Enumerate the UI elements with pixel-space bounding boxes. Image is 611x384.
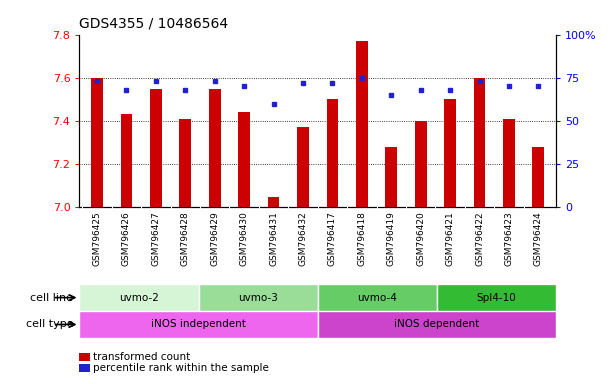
Text: transformed count: transformed count — [93, 352, 191, 362]
Text: GSM796429: GSM796429 — [210, 211, 219, 266]
Text: cell line: cell line — [31, 293, 73, 303]
Bar — [532, 147, 544, 207]
Bar — [268, 197, 279, 207]
Text: GSM796423: GSM796423 — [505, 211, 513, 266]
Bar — [415, 121, 426, 207]
Bar — [91, 78, 103, 207]
Text: GSM796420: GSM796420 — [416, 211, 425, 266]
Text: GSM796431: GSM796431 — [269, 211, 278, 266]
Text: uvmo-2: uvmo-2 — [119, 293, 159, 303]
Text: cell type: cell type — [26, 319, 73, 329]
Bar — [386, 147, 397, 207]
Text: uvmo-3: uvmo-3 — [238, 293, 278, 303]
Bar — [180, 119, 191, 207]
Text: uvmo-4: uvmo-4 — [357, 293, 397, 303]
Bar — [503, 119, 515, 207]
Bar — [79, 284, 199, 311]
Text: iNOS independent: iNOS independent — [151, 319, 246, 329]
Text: GSM796426: GSM796426 — [122, 211, 131, 266]
Bar — [356, 41, 368, 207]
Bar — [318, 311, 556, 338]
Bar — [150, 89, 162, 207]
Text: GSM796425: GSM796425 — [93, 211, 101, 266]
Text: GSM796427: GSM796427 — [152, 211, 161, 266]
Bar — [437, 284, 556, 311]
Bar — [444, 99, 456, 207]
Text: GSM796424: GSM796424 — [534, 211, 543, 266]
Text: GSM796430: GSM796430 — [240, 211, 249, 266]
Text: Spl4-10: Spl4-10 — [477, 293, 516, 303]
Text: GSM796428: GSM796428 — [181, 211, 190, 266]
Text: GDS4355 / 10486564: GDS4355 / 10486564 — [79, 17, 229, 31]
Bar — [120, 114, 133, 207]
Text: percentile rank within the sample: percentile rank within the sample — [93, 363, 269, 373]
Bar — [297, 127, 309, 207]
Text: GSM796432: GSM796432 — [299, 211, 307, 266]
Text: GSM796421: GSM796421 — [445, 211, 455, 266]
Bar — [79, 311, 318, 338]
Text: GSM796417: GSM796417 — [328, 211, 337, 266]
Text: GSM796418: GSM796418 — [357, 211, 367, 266]
Bar — [474, 78, 485, 207]
Text: GSM796419: GSM796419 — [387, 211, 396, 266]
Bar — [209, 89, 221, 207]
Bar — [238, 113, 250, 207]
Bar — [199, 284, 318, 311]
Bar — [326, 99, 338, 207]
Text: GSM796422: GSM796422 — [475, 211, 484, 266]
Text: iNOS dependent: iNOS dependent — [394, 319, 480, 329]
Bar — [318, 284, 437, 311]
